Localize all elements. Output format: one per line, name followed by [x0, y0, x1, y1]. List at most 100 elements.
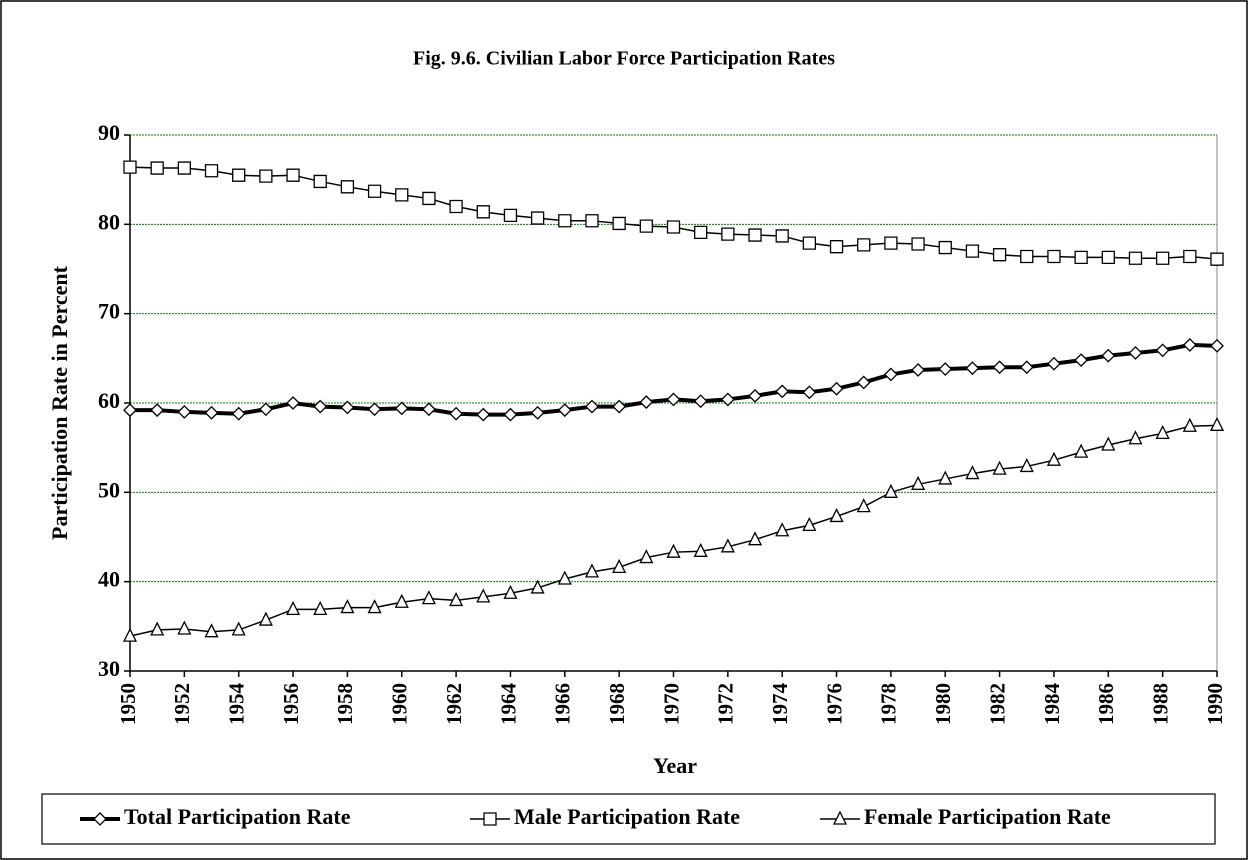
data-point	[394, 401, 409, 416]
data-point	[694, 225, 708, 240]
data-point	[557, 403, 572, 418]
data-point	[422, 402, 436, 417]
data-point	[585, 399, 599, 414]
data-point	[367, 599, 382, 614]
y-tick-label: 80	[98, 209, 120, 234]
data-point	[177, 405, 192, 419]
data-point	[395, 188, 409, 202]
x-tick-label: 1974	[768, 683, 792, 726]
data-point	[367, 402, 382, 417]
x-tick-label: 1960	[388, 683, 412, 725]
data-point	[557, 570, 572, 585]
data-point	[884, 236, 898, 250]
y-tick-label: 70	[98, 299, 120, 324]
data-point	[1128, 251, 1143, 265]
x-tick-label: 1982	[985, 683, 1009, 725]
x-tick-label: 1972	[714, 683, 738, 725]
data-point	[1101, 348, 1116, 363]
data-point	[1101, 250, 1115, 265]
data-point	[558, 214, 572, 228]
y-tick-label: 60	[98, 388, 120, 413]
data-point	[449, 406, 464, 421]
data-point	[775, 229, 789, 243]
data-point	[911, 363, 925, 377]
data-point	[1210, 338, 1224, 353]
y-tick-label: 40	[98, 567, 120, 592]
data-point	[340, 599, 355, 614]
x-tick-label: 1990	[1203, 683, 1227, 725]
data-point	[612, 558, 627, 574]
data-point	[666, 543, 681, 558]
data-point	[992, 460, 1007, 475]
data-point	[585, 214, 599, 228]
legend-marker	[483, 812, 497, 826]
data-point	[421, 590, 436, 605]
data-point	[503, 407, 518, 422]
data-point	[285, 600, 301, 616]
data-point	[612, 399, 627, 414]
data-point	[476, 588, 491, 603]
y-tick-label: 30	[98, 656, 120, 681]
data-point	[775, 384, 790, 399]
data-point	[313, 399, 328, 414]
legend-label: Male Participation Rate	[514, 804, 740, 829]
data-point	[693, 542, 708, 557]
data-point	[313, 174, 327, 189]
data-point	[992, 248, 1007, 262]
data-point	[1019, 360, 1034, 375]
data-point	[286, 168, 300, 182]
data-point	[231, 621, 246, 636]
x-axis-title: Year	[653, 753, 697, 778]
data-point	[584, 563, 600, 578]
data-point	[775, 522, 790, 537]
x-tick-label: 1950	[116, 683, 140, 725]
data-point	[856, 498, 871, 513]
data-point	[1019, 457, 1034, 473]
data-point	[1047, 356, 1061, 371]
data-point	[883, 367, 898, 382]
data-point	[1047, 249, 1061, 264]
data-point	[1183, 249, 1197, 264]
data-point	[965, 244, 980, 258]
x-tick-label: 1986	[1094, 683, 1118, 725]
data-point	[1020, 249, 1034, 264]
data-point	[204, 405, 219, 420]
data-point	[639, 219, 653, 233]
data-point	[965, 465, 980, 480]
data-point	[612, 216, 626, 231]
data-point	[150, 161, 164, 175]
data-point	[150, 403, 165, 418]
data-point	[856, 375, 871, 390]
data-point	[503, 584, 518, 599]
data-point	[747, 531, 763, 546]
data-point	[476, 407, 491, 422]
data-point	[965, 361, 980, 376]
data-point	[232, 168, 246, 182]
data-point	[802, 516, 817, 532]
x-tick-label: 1956	[279, 683, 303, 725]
data-point	[938, 470, 953, 485]
data-point	[1182, 338, 1197, 352]
data-point	[1101, 436, 1116, 451]
data-point	[340, 400, 355, 415]
data-point	[720, 538, 735, 553]
data-point	[340, 180, 355, 194]
data-point	[938, 240, 952, 255]
data-point	[177, 161, 192, 175]
data-point	[1155, 343, 1170, 358]
legend-marker	[832, 810, 848, 825]
data-point	[639, 395, 654, 410]
data-point	[1074, 250, 1088, 265]
data-point	[1209, 416, 1225, 431]
data-point	[802, 385, 817, 400]
y-axis-title: Participation Rate in Percent	[47, 265, 72, 540]
data-point	[720, 392, 735, 407]
data-point	[530, 405, 545, 420]
x-tick-label: 1962	[442, 683, 466, 725]
data-point	[1074, 353, 1089, 368]
data-point	[258, 402, 273, 417]
data-point	[150, 621, 165, 636]
